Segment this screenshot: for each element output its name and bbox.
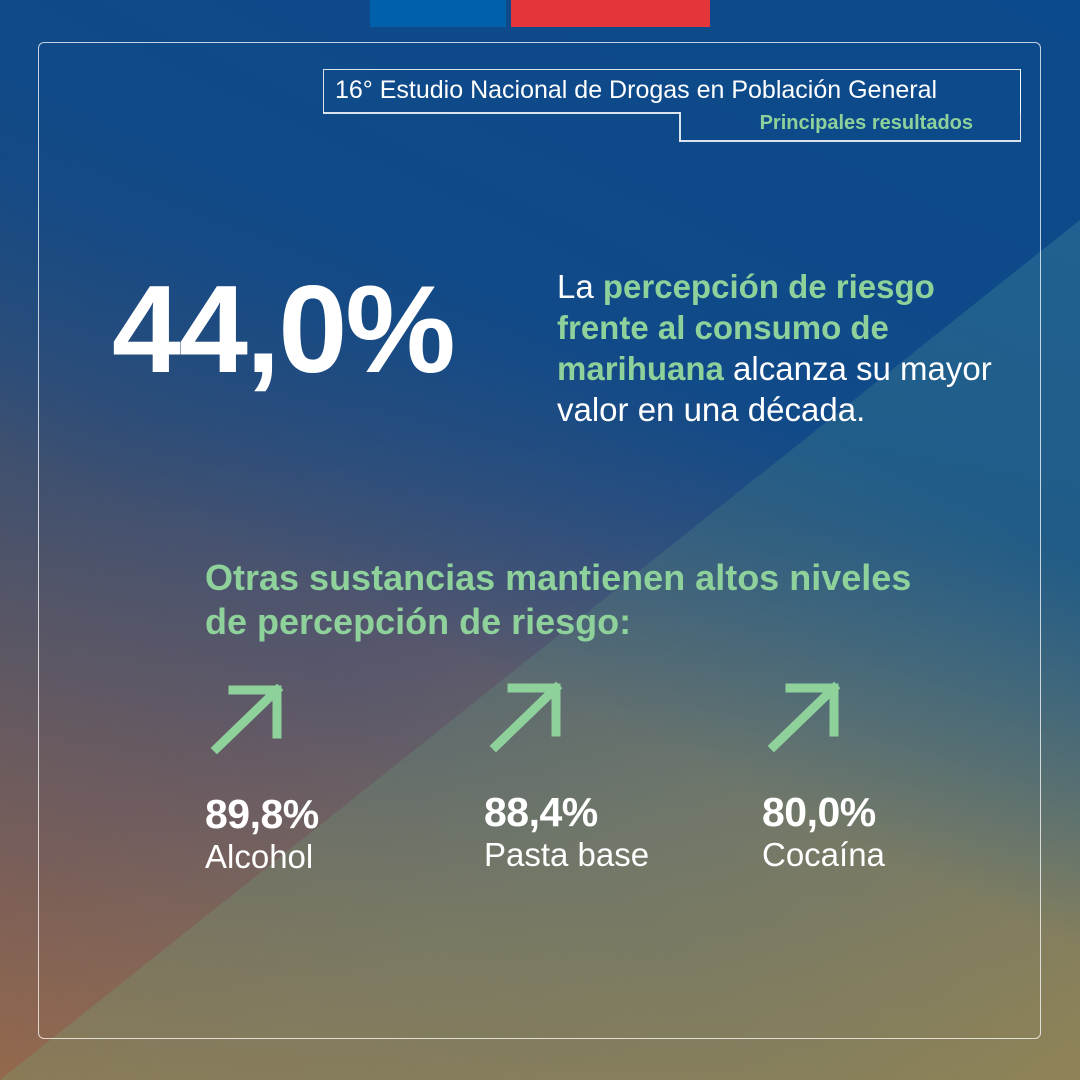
flag-stripe-blue xyxy=(370,0,506,27)
description-suffix: alcanza su mayor valor en una década. xyxy=(557,350,992,428)
content-frame xyxy=(38,42,1041,1039)
arrow-up-right-icon xyxy=(489,681,563,752)
stat-label: Cocaína xyxy=(762,836,885,873)
header-subtitle: Principales resultados xyxy=(759,112,973,134)
flag-stripe-red xyxy=(511,0,710,27)
stat-value: 89,8% xyxy=(205,791,319,837)
stat-label: Alcohol xyxy=(205,838,314,875)
stat-alcohol: 89,8% Alcohol xyxy=(205,682,319,873)
stat-value: 80,0% xyxy=(762,789,876,835)
header-border-right xyxy=(1019,69,1021,141)
description-highlight: percepción de riesgo frente al consumo d… xyxy=(557,268,935,387)
stat-value: 88,4% xyxy=(484,789,598,835)
header-box: 16° Estudio Nacional de Drogas en Poblac… xyxy=(323,69,1021,142)
arrow-up-right-icon xyxy=(767,681,841,752)
arrow-up-right-icon xyxy=(210,683,284,754)
stat-label: Pasta base xyxy=(484,836,650,873)
header-title: 16° Estudio Nacional de Drogas en Poblac… xyxy=(335,76,938,104)
main-description: La percepción de riesgo frente al consum… xyxy=(557,266,997,430)
description-prefix: La xyxy=(557,268,603,305)
header-border-bottom xyxy=(679,140,1021,142)
header-divider-drop xyxy=(679,112,681,141)
main-percentage: 44,0% xyxy=(112,261,456,399)
stat-pasta-base: 88,4% Pasta base xyxy=(484,680,649,871)
header-divider xyxy=(323,112,680,114)
subheading: Otras sustancias mantienen altos niveles… xyxy=(205,557,912,642)
stat-cocaina: 80,0% Cocaína xyxy=(762,680,885,871)
